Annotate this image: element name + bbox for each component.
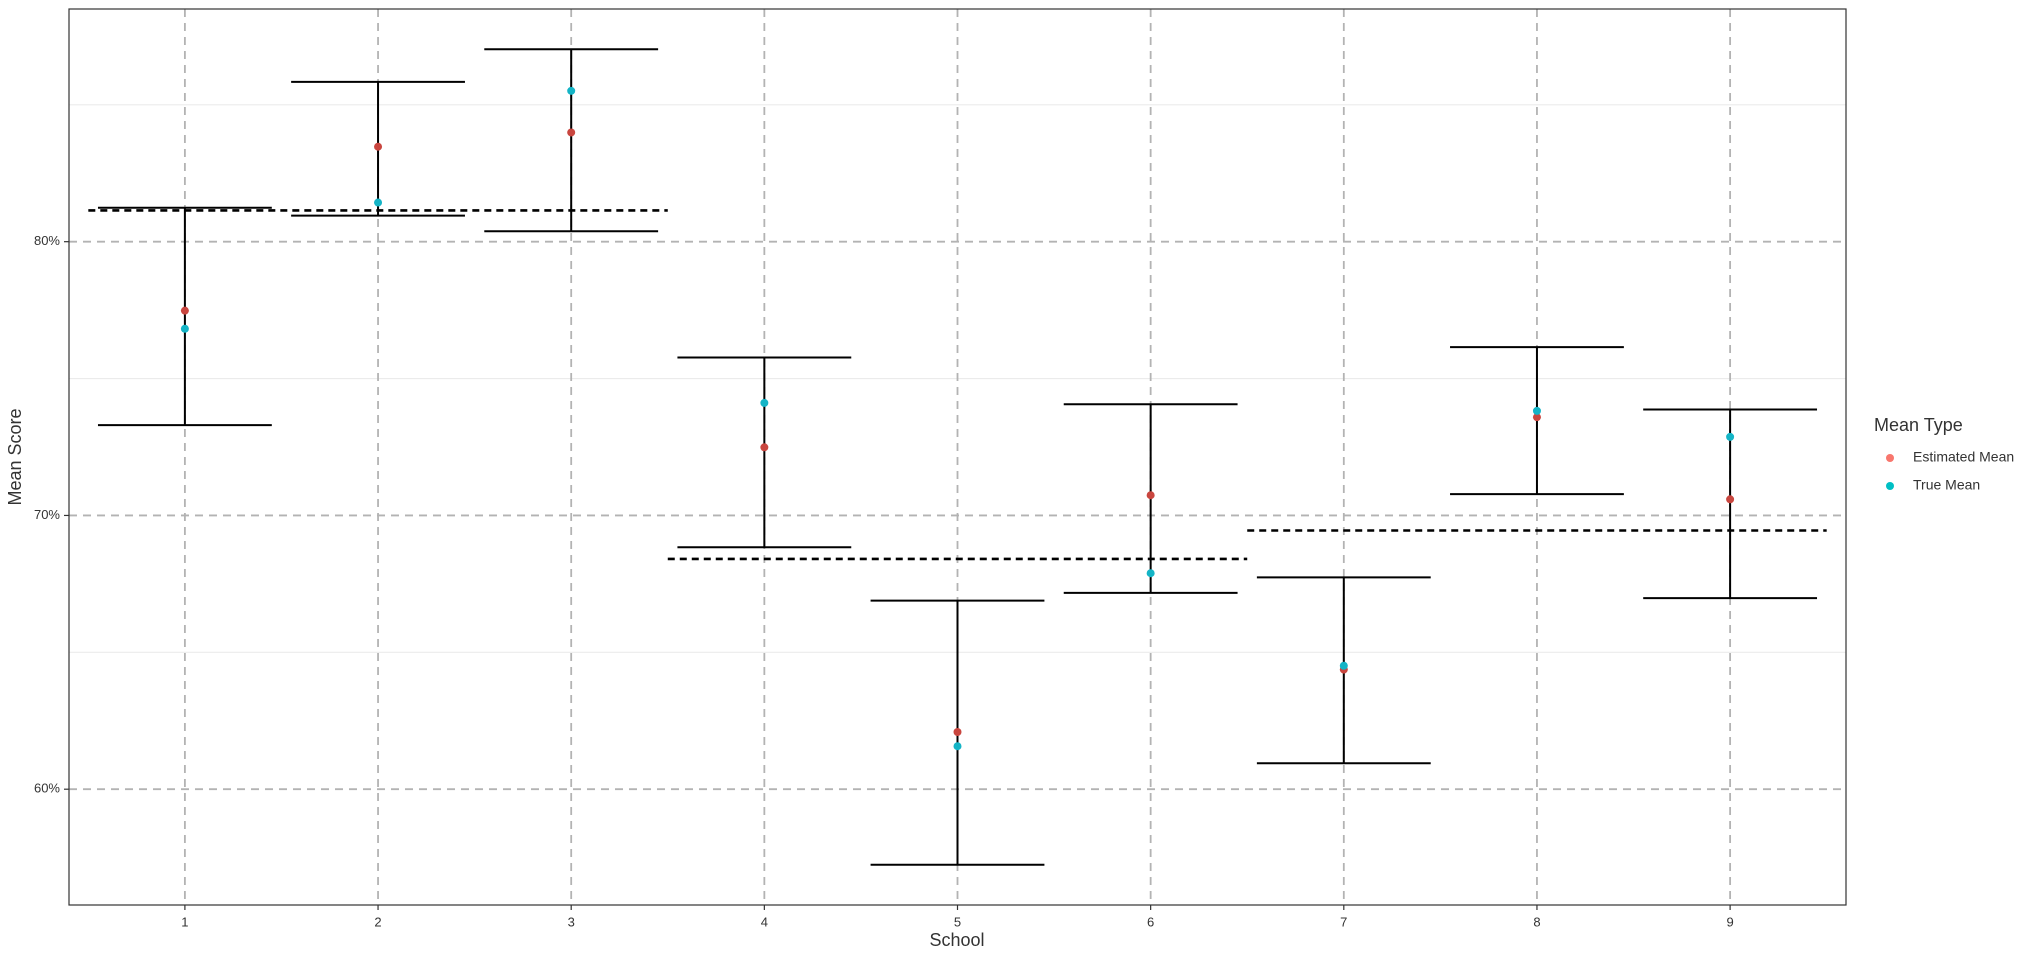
point: [760, 398, 769, 407]
point: [1339, 661, 1348, 670]
legend-marker: [1886, 454, 1894, 462]
y-tick-label: 60%: [34, 781, 60, 796]
x-tick-label: 5: [954, 914, 961, 929]
point: [953, 742, 962, 751]
y-tick-label: 70%: [34, 507, 60, 522]
legend-label: True Mean: [1913, 477, 1980, 493]
point: [1726, 432, 1735, 441]
point: [374, 142, 383, 151]
point: [180, 324, 189, 333]
point: [1726, 495, 1735, 504]
x-tick-label: 9: [1726, 914, 1733, 929]
x-tick-label: 3: [568, 914, 575, 929]
x-tick-label: 8: [1533, 914, 1540, 929]
y-axis-title: Mean Score: [5, 408, 25, 505]
point: [1532, 413, 1541, 422]
point: [760, 443, 769, 452]
x-tick-label: 1: [181, 914, 188, 929]
point: [1146, 569, 1155, 578]
legend-title: Mean Type: [1874, 415, 1963, 435]
y-tick-label: 80%: [34, 233, 60, 248]
x-tick-label: 2: [374, 914, 381, 929]
point: [953, 727, 962, 736]
point: [567, 128, 576, 137]
point: [1146, 491, 1155, 500]
point: [567, 86, 576, 95]
panel-border: [68, 8, 1847, 906]
x-axis-title: School: [929, 930, 984, 950]
legend-marker: [1886, 482, 1894, 490]
x-tick-label: 4: [761, 914, 768, 929]
point: [374, 198, 383, 207]
point: [1532, 406, 1541, 415]
x-tick-label: 6: [1147, 914, 1154, 929]
legend-label: Estimated Mean: [1913, 449, 2014, 465]
point: [180, 306, 189, 315]
x-tick-label: 7: [1340, 914, 1347, 929]
